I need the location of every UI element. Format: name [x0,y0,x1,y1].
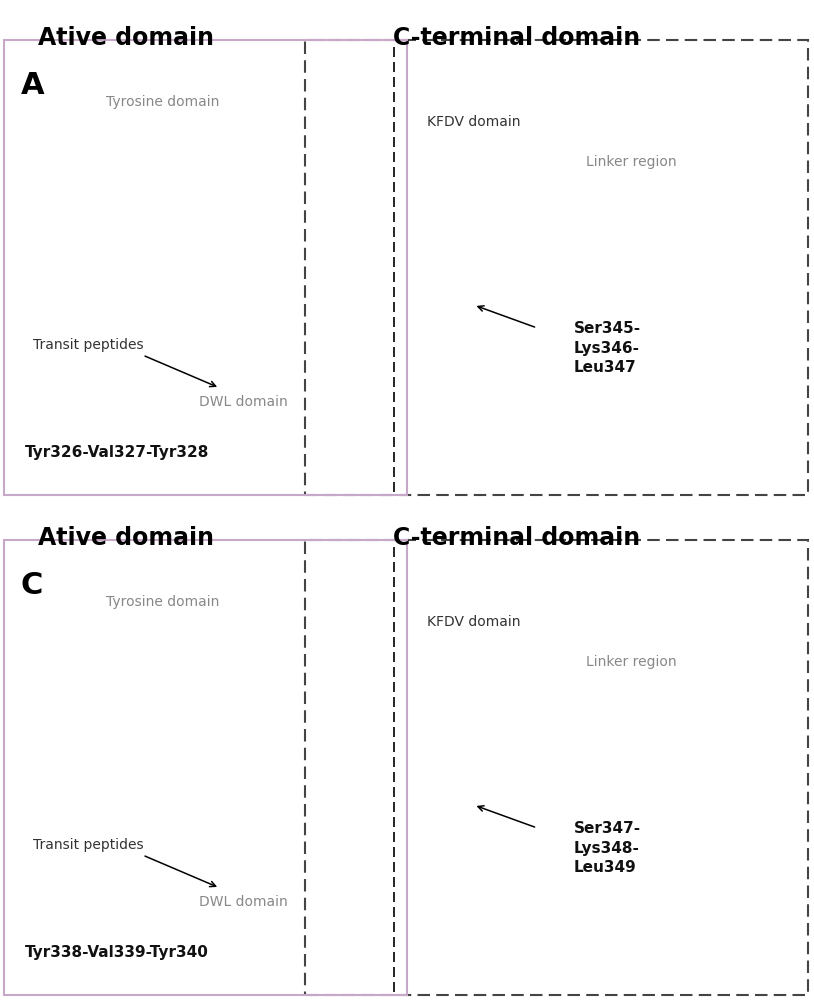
Bar [305,540,808,995]
Text: Linker region: Linker region [586,655,676,669]
Text: Transit peptides: Transit peptides [33,338,143,352]
Text: Tyrosine domain: Tyrosine domain [106,95,219,109]
Bar [4,40,407,495]
Text: Tyrosine domain: Tyrosine domain [106,595,219,609]
Bar [305,40,808,495]
Text: Ative domain: Ative domain [38,526,214,550]
Text: Ser345-
Lys346-
Leu347: Ser345- Lys346- Leu347 [574,321,641,375]
Text: Linker region: Linker region [586,155,676,169]
Text: C-terminal domain: C-terminal domain [393,526,641,550]
Text: C: C [20,570,42,599]
Text: Ative domain: Ative domain [38,26,214,50]
Text: DWL domain: DWL domain [199,395,288,409]
Text: DWL domain: DWL domain [199,895,288,909]
Text: A: A [20,70,44,100]
Text: Tyr326-Val327-Tyr328: Tyr326-Val327-Tyr328 [24,444,209,460]
Text: Tyr338-Val339-Tyr340: Tyr338-Val339-Tyr340 [24,944,208,960]
Text: KFDV domain: KFDV domain [427,115,521,129]
Text: Ser347-
Lys348-
Leu349: Ser347- Lys348- Leu349 [574,821,641,875]
Bar [4,540,407,995]
Text: C-terminal domain: C-terminal domain [393,26,641,50]
Text: Transit peptides: Transit peptides [33,838,143,852]
Text: KFDV domain: KFDV domain [427,615,521,629]
